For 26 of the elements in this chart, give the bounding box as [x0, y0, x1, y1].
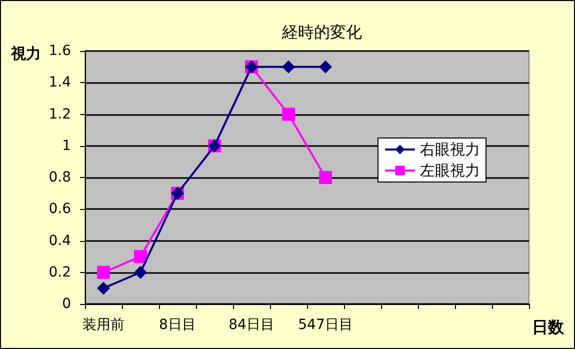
x-tick-label: 8日目 — [159, 317, 196, 333]
y-tick-label: 0.4 — [48, 232, 72, 249]
point — [319, 60, 332, 74]
point — [282, 108, 295, 121]
point — [97, 266, 110, 279]
x-tick-label: 547日目 — [298, 317, 353, 333]
x-tick-label: 装用前 — [82, 317, 124, 333]
point — [319, 171, 332, 184]
x-tick-label: 84日目 — [228, 317, 274, 333]
point — [282, 60, 295, 74]
x-axis-title: 日数 — [532, 318, 565, 336]
y-tick-label: 0.6 — [48, 201, 72, 218]
chart-title: 経時的変化 — [281, 22, 362, 42]
y-tick-label: 1.2 — [48, 106, 71, 122]
legend-label: 右眼視力 — [420, 140, 480, 158]
point — [134, 266, 147, 279]
y-tick-label: 1 — [62, 138, 71, 154]
y-tick-label: 0.8 — [48, 170, 71, 186]
y-tick-label: 1.6 — [48, 43, 72, 59]
y-tick-label: 0 — [62, 296, 71, 312]
legend-label: 左眼視力 — [420, 162, 480, 180]
point — [97, 282, 110, 295]
y-tick-label: 1.4 — [48, 74, 72, 91]
point — [134, 250, 147, 264]
y-axis-title: 視力 — [10, 44, 41, 62]
y-tick-label: 0.2 — [48, 264, 71, 280]
